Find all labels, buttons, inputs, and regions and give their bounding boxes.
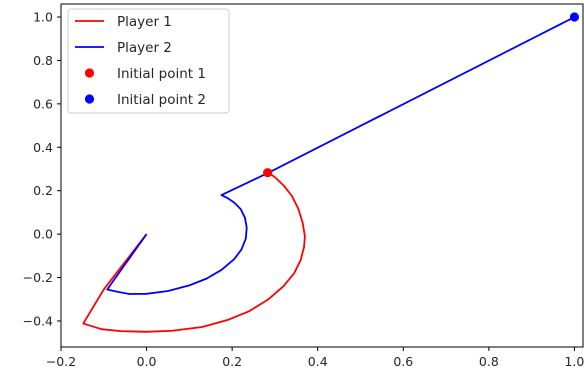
y-tick-label: 0.0	[33, 227, 53, 242]
initial-point-2-marker	[569, 12, 580, 22]
x-tick-label: 0.6	[393, 354, 413, 369]
y-tick-label: 0.6	[33, 96, 53, 111]
legend-label-3: Initial point 1	[117, 66, 206, 82]
y-tick-label: 1.0	[33, 10, 53, 25]
axes-frame	[60, 3, 584, 348]
legend: Player 1 Player 2 Initial point 1 Initial p…	[67, 8, 230, 114]
y-tick-label: 0.4	[33, 140, 53, 155]
x-tick-label: 0.0	[137, 354, 157, 369]
x-tick-label: 0.8	[479, 354, 499, 369]
initial-point-1-marker	[263, 168, 273, 178]
x-tick-label: −0.2	[46, 354, 76, 369]
legend-swatch-3	[84, 68, 95, 78]
x-tick-label: 0.2	[222, 354, 242, 369]
y-axis: −0.4 −0.2 0.0 0.2 0.4 0.6 0.8 1.0	[23, 10, 61, 328]
y-tick-label: −0.2	[23, 270, 53, 285]
x-tick-label: 1.0	[564, 354, 584, 369]
series-line-1	[82, 171, 306, 333]
legend-label-4: Initial point 2	[117, 92, 206, 108]
legend-swatch-4	[84, 94, 95, 104]
y-tick-label: −0.4	[23, 313, 53, 328]
y-tick-label: 0.8	[33, 53, 53, 68]
legend-label-2: Player 2	[117, 40, 172, 56]
series-line-2	[106, 16, 575, 295]
plot-area	[82, 12, 580, 333]
x-axis: −0.2 0.0 0.2 0.4 0.6 0.8 1.0	[46, 347, 584, 369]
legend-box	[67, 8, 230, 114]
y-tick-label: 0.2	[33, 183, 53, 198]
x-tick-label: 0.4	[308, 354, 328, 369]
legend-label-1: Player 1	[117, 14, 172, 30]
